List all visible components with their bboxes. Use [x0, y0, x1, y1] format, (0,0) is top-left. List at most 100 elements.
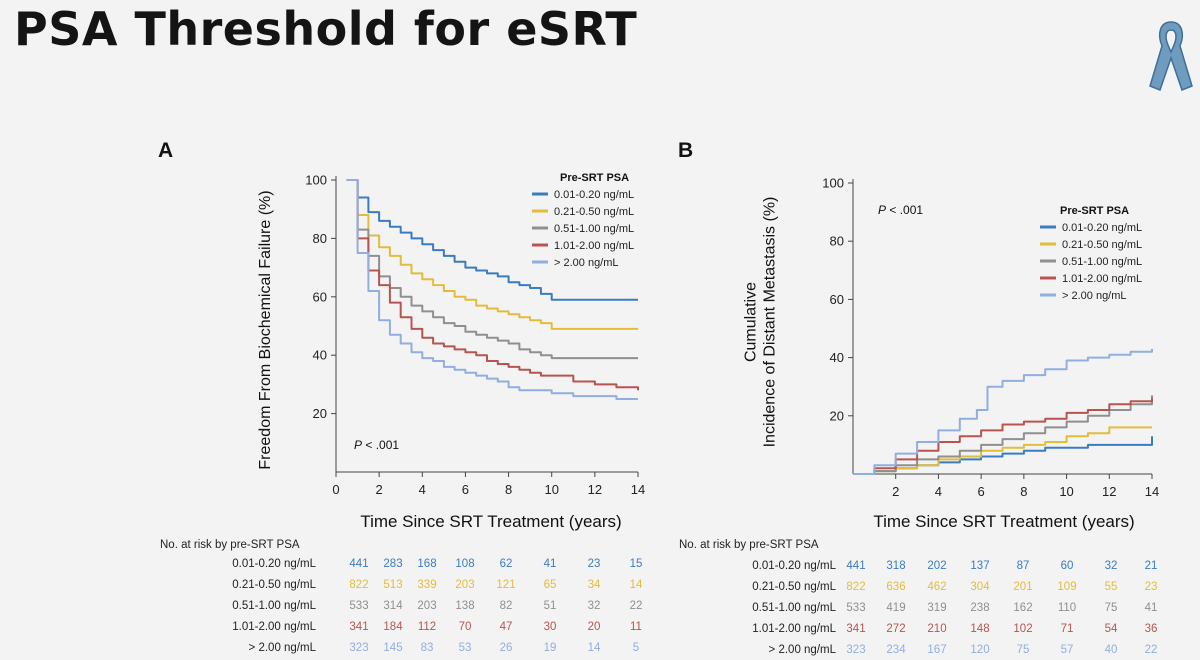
risk-count: 36	[1144, 623, 1158, 635]
risk-count: 314	[383, 600, 403, 612]
series-line-5	[853, 348, 1153, 475]
y-axis-label: Incidence of Distant Metastasis (%)	[762, 197, 779, 448]
y-tick-label: 40	[313, 348, 327, 363]
risk-count: 20	[587, 621, 601, 633]
y-tick-label: 80	[313, 231, 327, 246]
risk-count: 30	[543, 621, 557, 633]
risk-count: 341	[349, 621, 369, 633]
risk-row-label: > 2.00 ng/mL	[248, 642, 316, 654]
risk-row-label: 0.51-1.00 ng/mL	[232, 600, 316, 612]
y-axis-label: Cumulative	[743, 282, 760, 362]
x-tick-label: 0	[332, 482, 339, 497]
risk-count: 120	[970, 644, 990, 656]
risk-count: 138	[455, 600, 475, 612]
risk-count: 184	[383, 621, 403, 633]
x-tick-label: 2	[376, 482, 383, 497]
risk-row-label: 0.21-0.50 ng/mL	[752, 581, 836, 593]
risk-count: 137	[970, 560, 990, 572]
risk-row-label: 0.21-0.50 ng/mL	[232, 579, 316, 591]
risk-count: 65	[543, 579, 557, 591]
risk-count: 19	[543, 642, 557, 654]
risk-count: 533	[349, 600, 369, 612]
y-tick-label: 100	[822, 176, 844, 191]
legend-title: Pre-SRT PSA	[560, 172, 629, 184]
risk-row-label: 0.51-1.00 ng/mL	[752, 602, 836, 614]
x-tick-label: 2	[892, 484, 899, 499]
x-tick-label: 10	[544, 482, 558, 497]
legend-entry-1: 0.01-0.20 ng/mL	[1062, 222, 1142, 234]
y-tick-label: 20	[313, 406, 327, 421]
risk-count: 5	[632, 642, 640, 654]
x-tick-label: 6	[978, 484, 985, 499]
y-axis-label: Freedom From Biochemical Failure (%)	[257, 190, 274, 469]
risk-count: 32	[587, 600, 601, 612]
risk-row-label: 1.01-2.00 ng/mL	[232, 621, 316, 633]
risk-count: 636	[886, 581, 906, 593]
risk-count: 513	[383, 579, 403, 591]
risk-count: 168	[417, 558, 437, 570]
risk-count: 323	[846, 644, 866, 656]
risk-count: 70	[458, 621, 472, 633]
risk-count: 14	[587, 642, 601, 654]
legend-entry-5: > 2.00 ng/mL	[1062, 290, 1127, 302]
risk-count: 822	[349, 579, 369, 591]
y-tick-label: 80	[830, 234, 844, 249]
risk-count: 203	[455, 579, 475, 591]
risk-count: 419	[886, 602, 906, 614]
p-value-annotation: P < .001	[878, 203, 923, 217]
x-tick-label: 8	[505, 482, 512, 497]
risk-count: 822	[846, 581, 866, 593]
risk-count: 75	[1016, 644, 1030, 656]
y-tick-label: 60	[830, 292, 844, 307]
risk-count: 14	[629, 579, 643, 591]
x-tick-label: 12	[588, 482, 602, 497]
y-tick-label: 60	[313, 289, 327, 304]
risk-count: 60	[1060, 560, 1074, 572]
slide-title: PSA Threshold for eSRT	[14, 2, 638, 56]
risk-count: 441	[846, 560, 866, 572]
risk-count: 82	[499, 600, 513, 612]
series-line-3	[853, 395, 1153, 475]
legend-entry-2: 0.21-0.50 ng/mL	[554, 206, 634, 218]
risk-count: 21	[1144, 560, 1158, 572]
risk-count: 202	[927, 560, 947, 572]
risk-count: 203	[417, 600, 437, 612]
legend-entry-4: 1.01-2.00 ng/mL	[1062, 273, 1142, 285]
series-line-5	[346, 179, 638, 400]
risk-count: 23	[1144, 581, 1158, 593]
risk-count: 112	[417, 621, 437, 633]
risk-count: 272	[886, 623, 906, 635]
risk-count: 26	[499, 642, 513, 654]
risk-count: 323	[349, 642, 369, 654]
risk-count: 167	[927, 644, 947, 656]
risk-count: 148	[970, 623, 990, 635]
y-tick-label: 20	[830, 408, 844, 423]
legend-entry-4: 1.01-2.00 ng/mL	[554, 240, 634, 252]
risk-count: 22	[1144, 644, 1158, 656]
risk-count: 283	[383, 558, 403, 570]
series-line-1	[346, 179, 638, 301]
risk-count: 102	[1013, 623, 1033, 635]
x-tick-label: 10	[1059, 484, 1073, 499]
series-line-4	[853, 398, 1153, 475]
risk-count: 304	[970, 581, 990, 593]
risk-count: 319	[927, 602, 947, 614]
y-tick-label: 100	[305, 173, 327, 188]
risk-count: 71	[1060, 623, 1074, 635]
risk-count: 110	[1057, 602, 1077, 614]
risk-count: 40	[1104, 644, 1118, 656]
legend-entry-1: 0.01-0.20 ng/mL	[554, 189, 634, 201]
risk-count: 23	[587, 558, 601, 570]
panel-label-a: A	[158, 139, 174, 162]
risk-count: 108	[455, 558, 475, 570]
series-line-4	[346, 179, 639, 391]
x-tick-label: 4	[935, 484, 942, 499]
risk-count: 34	[587, 579, 601, 591]
risk-row-label: > 2.00 ng/mL	[768, 644, 836, 656]
risk-count: 210	[927, 623, 947, 635]
risk-count: 234	[886, 644, 906, 656]
x-tick-label: 8	[1020, 484, 1027, 499]
legend-title: Pre-SRT PSA	[1060, 205, 1129, 217]
